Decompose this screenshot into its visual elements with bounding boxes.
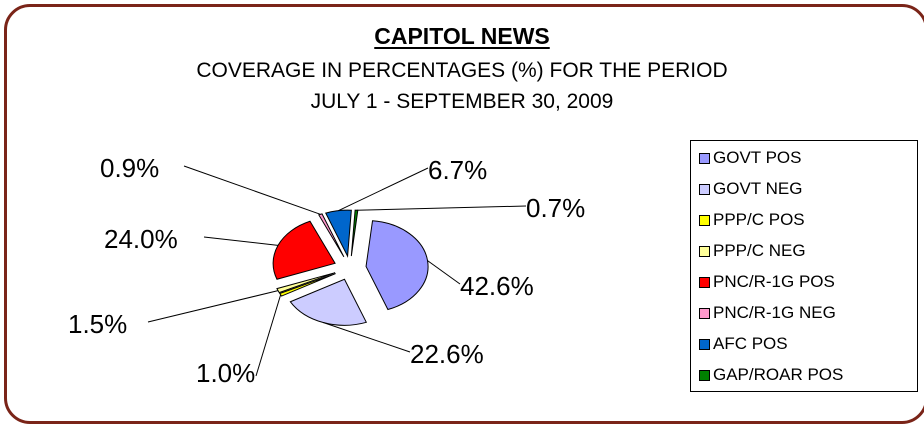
pie-chart: 42.6% 22.6% 1.0% 1.5% 24.0% 0.9% 6.7% 0.7%	[68, 153, 585, 388]
data-label-4: 1.5%	[68, 309, 127, 339]
legend-item-1: GOVT POS	[699, 148, 802, 168]
pie-slice-7	[325, 209, 352, 258]
legend-item-6: PNC/R-1G NEG	[699, 303, 836, 323]
leader-line-6	[183, 165, 321, 215]
legend-swatch	[699, 369, 710, 381]
pie-slice-8	[350, 209, 359, 257]
leader-line-1	[427, 260, 461, 285]
leader-line-4	[147, 290, 279, 323]
leader-line-3	[255, 294, 282, 377]
legend-swatch	[699, 183, 710, 195]
pie-slice-2	[289, 278, 368, 326]
legend-label: PPP/C NEG	[713, 241, 806, 260]
data-label-1: 42.6%	[460, 271, 534, 301]
chart-title: CAPITOL NEWS	[374, 23, 550, 49]
legend-label: PPP/C POS	[713, 210, 805, 229]
legend-label: PNC/R-1G POS	[713, 272, 835, 291]
legend-item-5: PNC/R-1G POS	[699, 272, 835, 292]
legend-label: GOVT NEG	[713, 179, 803, 198]
legend-label: GAP/ROAR POS	[713, 365, 844, 384]
legend-swatch	[699, 245, 710, 257]
data-label-3: 1.0%	[196, 358, 255, 388]
pie-slice-1	[365, 220, 429, 311]
legend-label: AFC POS	[713, 334, 788, 353]
legend-item-7: AFC POS	[699, 334, 788, 354]
chart-subtitle-line2: JULY 1 - SEPTEMBER 30, 2009	[310, 90, 614, 113]
leader-line-2	[323, 322, 411, 353]
data-label-6: 0.9%	[100, 153, 159, 183]
pie-slice-3	[279, 273, 336, 297]
legend-swatch	[699, 214, 710, 226]
chart-legend: GOVT POS GOVT NEG PPP/C POS PPP/C NEG PNC/R-…	[690, 140, 918, 392]
legend-swatch	[699, 152, 710, 164]
data-label-5: 24.0%	[104, 224, 178, 254]
legend-label: PNC/R-1G NEG	[713, 303, 836, 322]
chart-subtitle-line1: COVERAGE IN PERCENTAGES (%) FOR THE PERI…	[196, 59, 728, 82]
legend-swatch	[699, 307, 710, 319]
legend-swatch	[699, 276, 710, 288]
legend-item-2: GOVT NEG	[699, 179, 802, 199]
leader-line-7	[338, 167, 429, 212]
pie-slice-5	[272, 220, 336, 280]
data-label-2: 22.6%	[410, 339, 484, 369]
data-label-7: 6.7%	[428, 155, 487, 185]
leader-line-8	[356, 205, 527, 211]
data-label-8: 0.7%	[526, 193, 585, 223]
legend-item-8: GAP/ROAR POS	[699, 365, 843, 385]
legend-item-4: PPP/C NEG	[699, 241, 806, 261]
legend-swatch	[699, 338, 710, 350]
leader-line-5	[203, 236, 279, 246]
legend-item-3: PPP/C POS	[699, 210, 805, 230]
legend-label: GOVT POS	[713, 148, 802, 167]
